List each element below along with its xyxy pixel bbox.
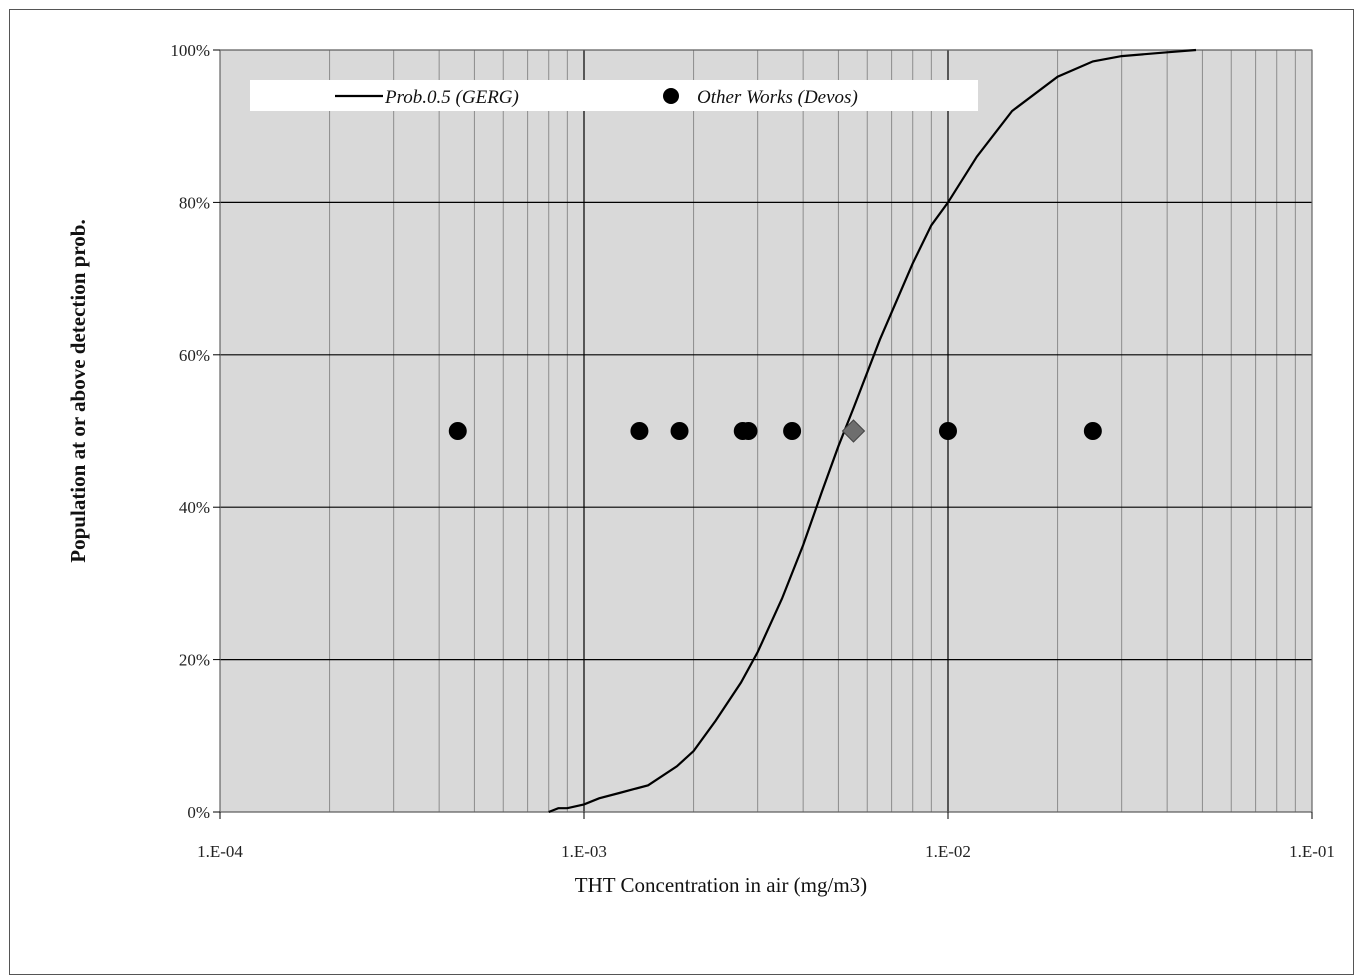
series-line-gerg [548,48,1197,814]
y-tick-label: 80% [179,193,210,212]
data-point-diamond [841,419,866,443]
legend-label-gerg: Prob.0.5 (GERG) [384,87,519,108]
data-point-devos [939,422,957,440]
data-point-devos [670,422,689,440]
data-point-devos [448,422,467,440]
plot-border [219,49,1313,813]
data-point-devos [630,422,649,440]
y-tick-label: 0% [187,803,210,822]
plot-area [220,50,1312,812]
data-point-devos [739,422,758,440]
legend-swatch-devos [663,88,679,104]
x-tick-label: 1.E-04 [197,842,243,861]
x-tick-label: 1.E-03 [561,842,607,861]
y-axis-title: Population at or above detection prob. [66,219,90,562]
y-tick-label: 60% [179,346,210,365]
data-point-devos [1083,422,1102,440]
data-point-devos [783,422,802,440]
y-tick-label: 40% [179,498,210,517]
x-tick-label: 1.E-02 [925,842,971,861]
y-tick-label: 20% [179,651,210,670]
y-tick-label: 100% [170,41,210,60]
x-axis-title: THT Concentration in air (mg/m3) [575,873,867,897]
x-tick-label: 1.E-01 [1289,842,1335,861]
legend-label-devos: Other Works (Devos) [697,87,858,108]
